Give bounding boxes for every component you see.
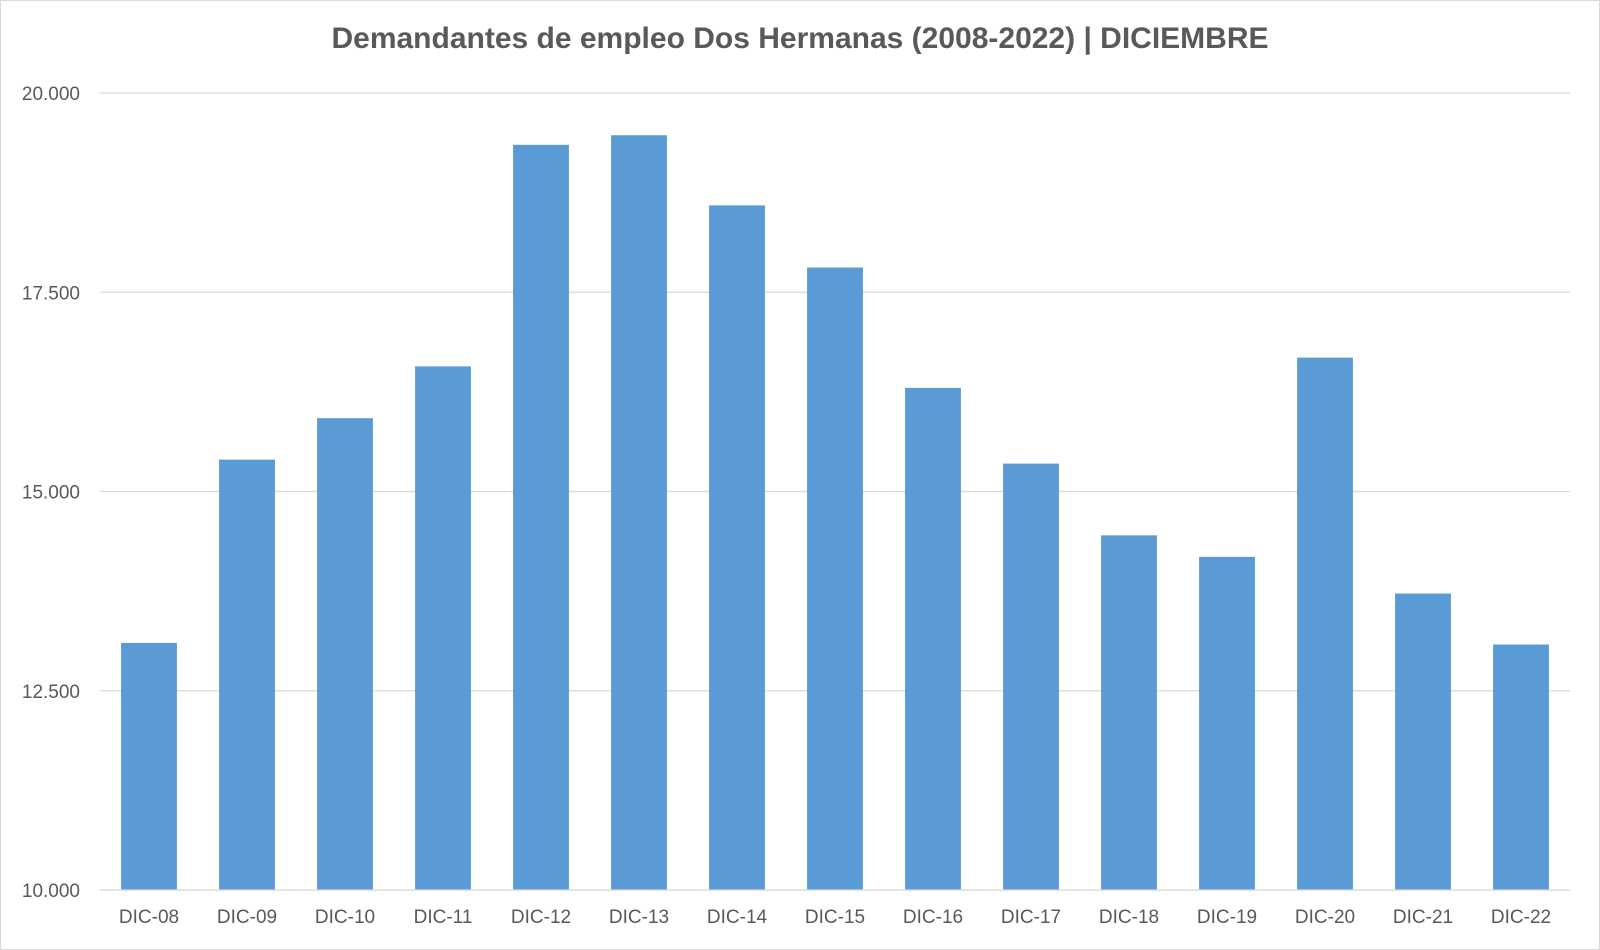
x-tick-label: DIC-21 (1393, 907, 1453, 928)
bar (415, 366, 471, 891)
bar (121, 642, 177, 890)
x-tick-label: DIC-13 (609, 907, 669, 928)
bar (709, 205, 765, 890)
x-tick-label: DIC-10 (315, 907, 375, 928)
y-tick-label: 15.000 (22, 483, 80, 504)
bar (1101, 535, 1157, 890)
x-tick-label: DIC-15 (805, 907, 865, 928)
y-tick-label: 10.000 (22, 881, 80, 902)
bar (905, 387, 961, 890)
x-tick-label: DIC-14 (707, 907, 768, 928)
bar (807, 267, 863, 891)
bar (1493, 644, 1549, 890)
x-tick-label: DIC-16 (903, 907, 963, 928)
x-tick-label: DIC-18 (1099, 907, 1159, 928)
x-tick-label: DIC-12 (511, 907, 571, 928)
x-tick-label: DIC-17 (1001, 907, 1061, 928)
y-tick-label: 12.500 (22, 682, 80, 703)
bar (513, 144, 569, 890)
bar (1199, 556, 1255, 890)
x-tick-label: DIC-08 (119, 907, 179, 928)
y-tick-label: 17.500 (22, 283, 80, 304)
bar (219, 459, 275, 890)
x-tick-label: DIC-20 (1295, 907, 1355, 928)
y-tick-label: 20.000 (22, 84, 80, 105)
bar (1003, 463, 1059, 890)
bar (1297, 357, 1353, 890)
x-tick-label: DIC-19 (1197, 907, 1257, 928)
x-tick-label: DIC-22 (1491, 907, 1551, 928)
x-tick-label: DIC-11 (414, 907, 473, 928)
x-tick-label: DIC-09 (217, 907, 277, 928)
bar (611, 135, 667, 891)
chart-title: Demandantes de empleo Dos Hermanas (2008… (331, 22, 1269, 55)
bar (1395, 593, 1451, 890)
bar (317, 418, 373, 890)
